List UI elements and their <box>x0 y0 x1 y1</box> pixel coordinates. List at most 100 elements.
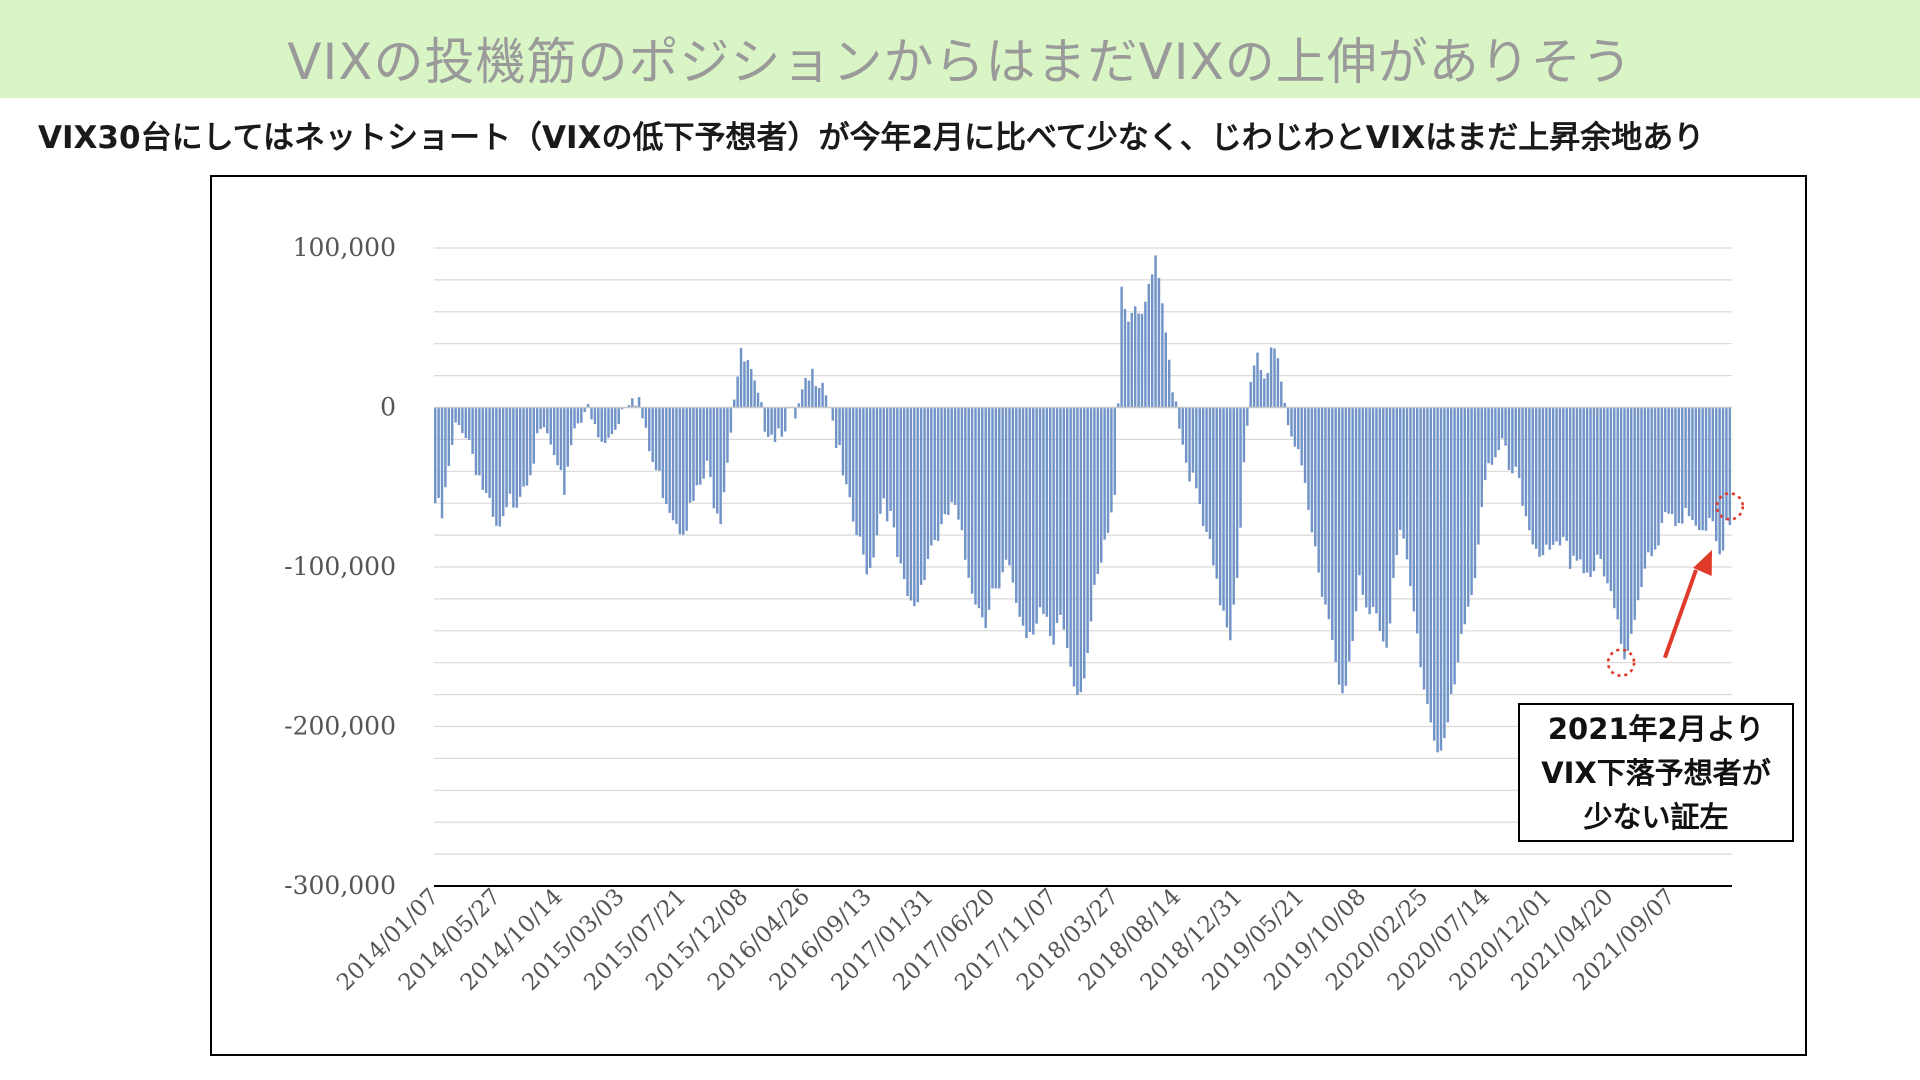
bar <box>750 369 753 408</box>
bar <box>1599 407 1602 559</box>
bar <box>1178 407 1181 429</box>
bar <box>1232 407 1235 605</box>
bar <box>817 387 821 408</box>
bar <box>549 407 552 445</box>
bar <box>729 407 733 433</box>
bar <box>607 407 610 438</box>
bar <box>471 407 474 454</box>
bar <box>1212 407 1215 566</box>
bar <box>1562 407 1565 537</box>
bar <box>1358 407 1361 576</box>
bar <box>1636 407 1640 601</box>
bar <box>1303 407 1307 483</box>
bar <box>1052 407 1055 645</box>
bar <box>882 407 885 499</box>
bar <box>440 407 444 519</box>
bar <box>987 407 991 610</box>
bar <box>1256 352 1259 408</box>
bar <box>1572 407 1575 556</box>
bar <box>780 407 784 437</box>
bar <box>1361 407 1365 595</box>
bar <box>1409 407 1412 587</box>
bar <box>1235 407 1239 578</box>
bar <box>675 407 678 524</box>
bar <box>1096 407 1100 574</box>
bar <box>1273 348 1276 408</box>
bar <box>1004 407 1008 560</box>
bar <box>1616 407 1619 620</box>
bar <box>501 407 505 517</box>
bar <box>868 407 872 568</box>
bar <box>919 407 923 585</box>
bar <box>603 407 607 444</box>
bar <box>1691 407 1694 520</box>
bar <box>1371 407 1375 607</box>
bar <box>800 389 804 408</box>
bar <box>1466 407 1470 607</box>
bar <box>685 407 688 531</box>
bar <box>1704 407 1708 531</box>
bar <box>1725 407 1728 521</box>
bar <box>488 407 491 498</box>
bar <box>838 407 841 446</box>
bar <box>712 407 716 509</box>
bar <box>1032 407 1035 635</box>
bar <box>1106 407 1110 533</box>
bar <box>1432 407 1436 741</box>
bar <box>600 407 603 442</box>
bar <box>1144 301 1147 408</box>
bar <box>1276 358 1280 408</box>
bar <box>998 407 1001 589</box>
bar <box>1477 407 1480 545</box>
bar <box>875 407 879 536</box>
bar <box>1154 255 1157 408</box>
bar <box>1643 407 1647 569</box>
bar <box>1266 373 1269 408</box>
banner-title: VIXの投機筋のポジションからはまだVIXの上伸がありそう <box>287 33 1633 91</box>
bar <box>1246 407 1249 426</box>
bar <box>1130 312 1134 408</box>
bar <box>1664 407 1667 513</box>
bar <box>1575 407 1579 561</box>
bar <box>879 407 882 514</box>
bar <box>1395 407 1399 556</box>
bar <box>661 407 665 499</box>
bar <box>1120 286 1123 408</box>
bar <box>532 407 535 464</box>
bar <box>1038 407 1042 608</box>
bar <box>899 407 902 564</box>
bar <box>1429 407 1433 723</box>
bar <box>726 407 729 463</box>
bar <box>617 407 620 425</box>
bar <box>437 407 440 498</box>
bar <box>1694 407 1698 526</box>
bar <box>889 407 892 511</box>
bar <box>590 407 593 420</box>
bar <box>1548 407 1551 550</box>
bar <box>1324 407 1327 605</box>
bar <box>933 407 936 541</box>
bar <box>1045 407 1049 617</box>
bar <box>467 407 471 440</box>
bar <box>1378 407 1382 631</box>
bar <box>454 407 457 423</box>
bar <box>1222 407 1225 611</box>
bar <box>1348 407 1351 662</box>
bar <box>970 407 974 594</box>
bar <box>1698 407 1701 531</box>
bar <box>1286 407 1290 426</box>
bar <box>1076 407 1079 696</box>
bar <box>481 407 485 490</box>
bar <box>1609 407 1613 592</box>
bar <box>546 407 549 434</box>
bar <box>733 399 736 408</box>
bar <box>699 407 702 485</box>
bar <box>702 407 705 479</box>
bar <box>1531 407 1534 545</box>
y-tick-label: -100,000 <box>284 552 396 581</box>
bar <box>1551 407 1555 545</box>
bar <box>1167 359 1171 408</box>
bar <box>746 360 750 408</box>
bar <box>580 407 583 423</box>
bar <box>658 407 661 471</box>
